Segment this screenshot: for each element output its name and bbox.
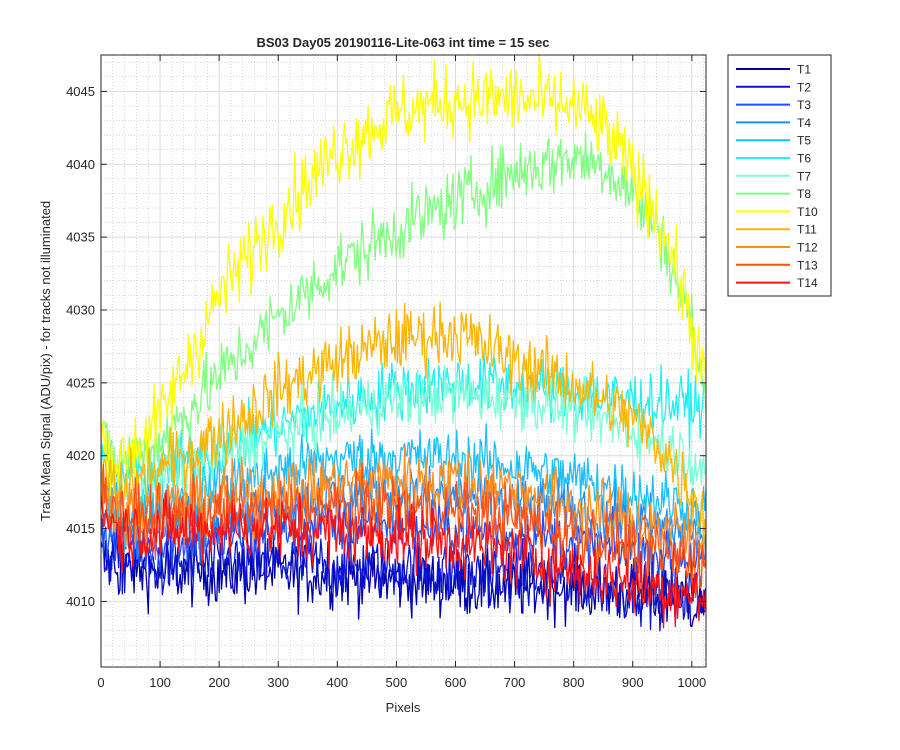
y-tick-label: 4010 [66, 594, 95, 609]
legend-label-t11: T11 [797, 223, 817, 237]
x-tick-label: 300 [267, 675, 289, 690]
x-tick-label: 700 [504, 675, 526, 690]
x-axis-label: Pixels [386, 700, 421, 715]
y-tick-label: 4015 [66, 521, 95, 536]
legend-label-t12: T12 [797, 241, 818, 255]
x-tick-label: 900 [622, 675, 644, 690]
plot-area: 0 100 200 300 400 500 600 700 800 900 1000 4010 4015… [66, 54, 707, 690]
y-tick-label: 4040 [66, 157, 95, 172]
y-axis-label: Track Mean Signal (ADU/pix) - for tracks… [38, 201, 53, 521]
y-tick-label: 4035 [66, 230, 95, 245]
legend-label-t5: T5 [797, 134, 811, 148]
x-tick-label: 500 [386, 675, 408, 690]
legend-label-t3: T3 [797, 98, 811, 112]
plot-box [100, 54, 707, 668]
y-tick-label: 4030 [66, 303, 95, 318]
legend-label-t1: T1 [797, 63, 811, 77]
chart-title: BS03 Day05 20190116-Lite-063 int time = … [256, 35, 549, 50]
series-line-t14 [101, 489, 706, 629]
legend-label-t14: T14 [797, 276, 818, 290]
y-tick-label: 4045 [66, 84, 95, 99]
legend-label-t6: T6 [797, 152, 811, 166]
legend-label-t2: T2 [797, 80, 811, 94]
x-tick-label: 400 [326, 675, 348, 690]
x-tick-label: 100 [149, 675, 171, 690]
x-tick-label: 1000 [677, 675, 706, 690]
series-line-t11 [101, 301, 706, 550]
legend-label-t10: T10 [797, 205, 818, 219]
legend-label-t4: T4 [797, 116, 811, 130]
legend-label-t13: T13 [797, 258, 818, 272]
series-line-t8 [101, 131, 706, 484]
y-tick-label: 4025 [66, 375, 95, 390]
x-tick-label: 800 [563, 675, 585, 690]
x-tick-label: 200 [208, 675, 230, 690]
series-lines [101, 55, 706, 632]
series-line-t10 [101, 55, 706, 500]
x-tick-label: 0 [97, 675, 104, 690]
legend-label-t8: T8 [797, 187, 811, 201]
series-line-t2 [101, 518, 706, 632]
axis-ticks: 0 100 200 300 400 500 600 700 800 900 1000 4010 4015… [66, 55, 706, 690]
legend-label-t7: T7 [797, 169, 811, 183]
legend-items: T1 T2 T3 T4 T5 T6 T7 T8 T10 T11 T12 T13 T14 [736, 63, 818, 290]
y-tick-label: 4020 [66, 448, 95, 463]
legend: T1 T2 T3 T4 T5 T6 T7 T8 T10 T11 T12 T13 T14 [727, 54, 832, 297]
x-tick-label: 600 [445, 675, 467, 690]
series-line-t7 [101, 364, 706, 515]
